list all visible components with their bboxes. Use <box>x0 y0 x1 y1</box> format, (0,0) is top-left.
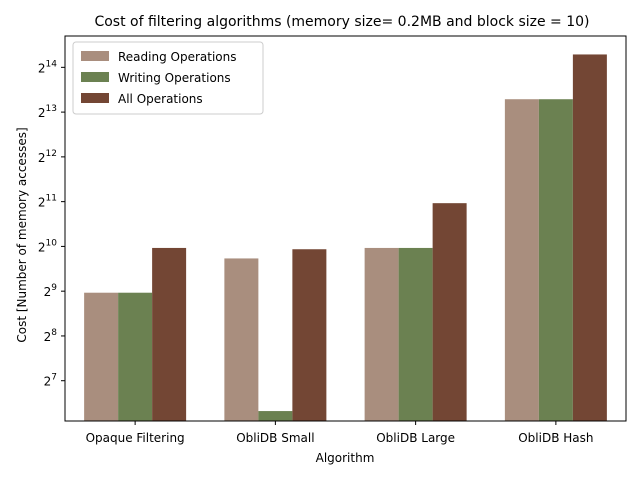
y-tick-base: 2 <box>38 61 46 75</box>
bar-reading-operations-0 <box>84 292 119 421</box>
legend-swatch <box>81 51 109 61</box>
legend: Reading Operations Writing Operations All … <box>72 41 264 115</box>
bar-reading-operations-2 <box>364 247 399 421</box>
bar-reading-operations-3 <box>504 99 539 422</box>
bars-group <box>84 54 607 422</box>
y-tick-exponent: 7 <box>51 373 57 383</box>
y-tick-exponent: 12 <box>46 149 57 159</box>
y-tick-label: 213 <box>38 104 57 120</box>
bar-all-operations-2 <box>432 203 467 421</box>
y-tick-exponent: 11 <box>46 194 57 204</box>
bar-writing-operations-1 <box>258 411 293 421</box>
y-axis-label: Cost [Number of memory accesses] <box>15 127 29 342</box>
plot-frame <box>64 35 627 422</box>
x-tick-label: ObliDB Hash <box>518 431 593 445</box>
y-tick-exponent: 9 <box>51 283 57 293</box>
y-tick-label: 29 <box>44 283 58 299</box>
legend-swatch <box>81 72 109 82</box>
axes-group <box>64 35 627 422</box>
y-tick-base: 2 <box>38 151 46 165</box>
bar-all-operations-3 <box>572 54 607 421</box>
legend-label: Reading Operations <box>118 50 237 64</box>
y-tick-label: 211 <box>38 194 57 210</box>
legend-label: Writing Operations <box>118 71 231 85</box>
y-tick-base: 2 <box>38 240 46 254</box>
bar-writing-operations-3 <box>538 99 573 422</box>
y-tick-base: 2 <box>44 375 52 389</box>
y-tick-base: 2 <box>38 196 46 210</box>
legend-box <box>72 41 264 115</box>
bar-writing-operations-2 <box>398 247 433 421</box>
chart-title: Cost of filtering algorithms (memory siz… <box>94 14 589 30</box>
bar-writing-operations-0 <box>118 292 153 421</box>
x-axis-label: Algorithm <box>316 451 375 465</box>
y-tick-label: 27 <box>44 373 57 389</box>
y-tick-exponent: 14 <box>46 59 58 69</box>
bar-reading-operations-1 <box>224 258 259 421</box>
y-tick-label: 214 <box>38 59 57 75</box>
y-tick-exponent: 10 <box>46 238 58 248</box>
x-tick-label: ObliDB Large <box>376 431 455 445</box>
bar-all-operations-1 <box>292 249 327 421</box>
y-tick-label: 28 <box>44 328 58 344</box>
y-tick-base: 2 <box>44 330 52 344</box>
y-tick-label: 210 <box>38 238 57 254</box>
y-tick-label: 212 <box>38 149 57 165</box>
y-tick-base: 2 <box>38 106 46 120</box>
legend-label: All Operations <box>118 92 203 106</box>
x-ticks-group: Opaque Filtering ObliDB Small ObliDB Large… <box>86 421 594 445</box>
x-tick-label: ObliDB Small <box>236 431 314 445</box>
y-tick-base: 2 <box>44 285 52 299</box>
y-tick-exponent: 8 <box>51 328 57 338</box>
bar-all-operations-0 <box>152 247 187 421</box>
x-tick-label: Opaque Filtering <box>86 431 185 445</box>
y-tick-exponent: 13 <box>46 104 57 114</box>
legend-swatch <box>81 93 109 103</box>
